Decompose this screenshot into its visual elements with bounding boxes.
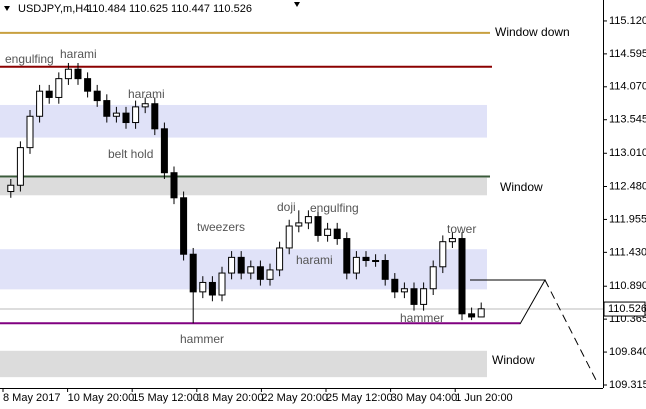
candle-body xyxy=(247,266,255,274)
candle-body xyxy=(448,238,456,243)
candle-body xyxy=(237,256,245,274)
x-tick-label: 22 May 20:00 xyxy=(261,392,328,404)
pattern-label: tower xyxy=(447,222,476,236)
candle-body xyxy=(420,288,428,305)
y-tick-label: 111.430 xyxy=(609,246,646,258)
candle-body xyxy=(26,115,34,149)
pattern-label: hammer xyxy=(400,311,444,325)
candle-body xyxy=(343,238,351,274)
zone xyxy=(0,177,487,196)
candle-body xyxy=(410,288,418,305)
candle-body xyxy=(314,216,322,236)
candle-body xyxy=(362,256,370,262)
y-tick-label: 110.890 xyxy=(609,280,646,292)
candle-body xyxy=(285,225,293,249)
y-tick-label: 111.955 xyxy=(609,213,646,225)
candle-body xyxy=(333,228,341,240)
candle-body xyxy=(324,228,332,236)
zone xyxy=(0,104,487,138)
candle-body xyxy=(141,103,149,108)
pattern-label: harami xyxy=(60,47,97,61)
candle-body xyxy=(458,238,466,315)
zone-label: Window xyxy=(500,180,543,194)
candle-body xyxy=(381,260,389,280)
candle-body xyxy=(93,90,101,102)
y-tick-label: 109.315 xyxy=(609,379,646,391)
x-tick-label: 10 May 20:00 xyxy=(68,392,135,404)
candle-body xyxy=(45,90,53,98)
candle-body xyxy=(132,106,140,124)
candle-body xyxy=(16,147,24,186)
candle-body xyxy=(218,272,226,296)
y-tick-label: 114.595 xyxy=(609,48,646,60)
candle-body xyxy=(256,266,264,280)
candle-body xyxy=(7,184,15,193)
marker-icon xyxy=(294,2,300,7)
candle-body xyxy=(64,68,72,80)
x-tick-label: 1 Jun 20:00 xyxy=(455,392,513,404)
y-tick-label: 109.840 xyxy=(609,346,646,358)
candle-body xyxy=(400,288,408,293)
candle-body xyxy=(112,112,120,117)
pattern-label: harami xyxy=(128,87,165,101)
zone xyxy=(0,350,487,378)
pattern-label: harami xyxy=(296,253,333,267)
candle-body xyxy=(304,216,312,224)
projection-dashed xyxy=(544,279,599,385)
pattern-label: engulfing xyxy=(5,52,54,66)
candle-body xyxy=(180,197,188,255)
y-tick-label: 112.480 xyxy=(609,180,646,192)
candle-body xyxy=(199,281,207,293)
x-tick-label: 25 May 12:00 xyxy=(326,392,393,404)
candle-body xyxy=(372,260,380,263)
candle-body xyxy=(103,100,111,117)
candle-body xyxy=(276,247,284,271)
pattern-label: engulfing xyxy=(310,201,359,215)
x-tick-label: 15 May 12:00 xyxy=(132,392,199,404)
candle-body xyxy=(170,172,178,199)
pattern-label: tweezers xyxy=(197,220,245,234)
plot: Window down engulfing harami harami belt hol… xyxy=(0,25,603,346)
candle-body xyxy=(122,112,130,124)
candle-body xyxy=(36,90,44,117)
zone-label: Window xyxy=(492,353,535,367)
y-tick-label: 114.070 xyxy=(609,81,646,93)
candle-body xyxy=(55,78,63,98)
ohlc-header: 110.484 110.625 110.447 110.526 xyxy=(87,3,252,15)
candle-body xyxy=(74,68,82,80)
candle-body xyxy=(266,269,274,280)
candle-body xyxy=(429,266,437,290)
y-tick-label: 115.120 xyxy=(609,15,646,27)
x-tick-label: 18 May 20:00 xyxy=(197,392,264,404)
pattern-label: hammer xyxy=(180,332,224,346)
symbol: USDJPY,m,H4 xyxy=(18,3,89,15)
candle-body xyxy=(295,222,303,227)
level-label: Window down xyxy=(495,25,570,39)
x-tick-label: 30 May 04:00 xyxy=(391,392,458,404)
candle-body xyxy=(352,256,360,274)
zones: Window Window xyxy=(0,104,543,378)
pattern-label: doji xyxy=(277,200,296,214)
candle-body xyxy=(391,278,399,293)
x-tick-label: 8 May 2017 xyxy=(3,392,60,404)
candle-body xyxy=(151,103,159,130)
candle-body xyxy=(228,256,236,274)
y-tick-label: 113.010 xyxy=(609,147,646,159)
candle-body xyxy=(160,128,168,174)
candle-body xyxy=(84,78,92,92)
candle-body xyxy=(189,253,197,293)
price-label: 110.526 xyxy=(608,303,646,315)
menu-icon[interactable] xyxy=(4,6,10,11)
candle-body xyxy=(439,241,447,268)
candle-body xyxy=(477,308,485,318)
pattern-label: belt hold xyxy=(108,147,153,161)
y-tick-label: 113.545 xyxy=(609,114,646,126)
price-box xyxy=(603,301,646,317)
candle-body xyxy=(468,313,476,318)
candle-body xyxy=(208,281,216,296)
